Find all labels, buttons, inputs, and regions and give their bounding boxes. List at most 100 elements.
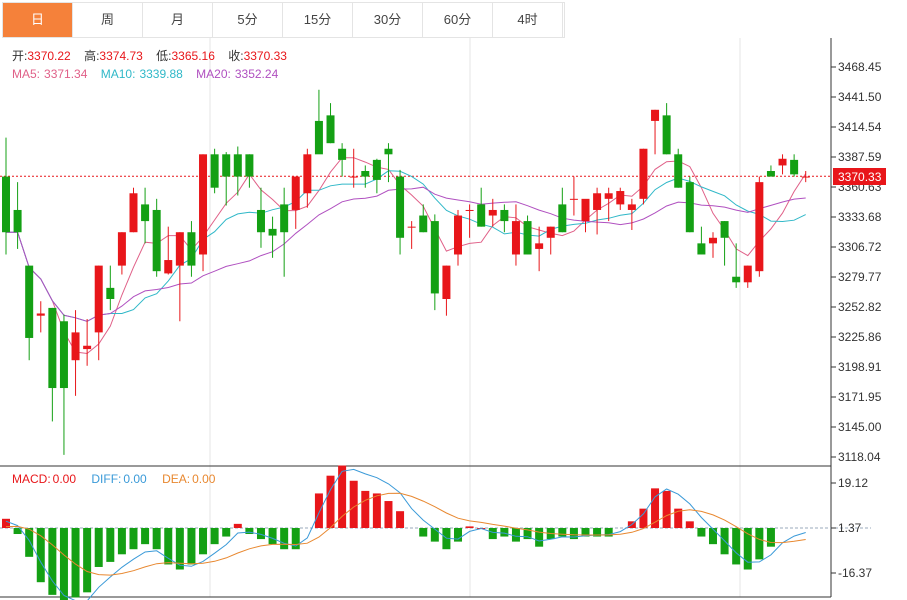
candle-body xyxy=(175,232,184,266)
macd-bar xyxy=(581,528,590,537)
macd-bar xyxy=(117,528,126,555)
tab-5[interactable]: 30分 xyxy=(353,3,423,37)
tab-3[interactable]: 5分 xyxy=(213,3,283,37)
ma10-line xyxy=(6,170,806,322)
y-tick-label: 3441.50 xyxy=(838,90,882,104)
candle-body xyxy=(720,221,729,238)
macd-bar xyxy=(222,528,231,537)
macd-bar xyxy=(743,528,752,570)
candle-body xyxy=(372,159,381,180)
candle-body xyxy=(546,226,555,238)
candle-body xyxy=(454,215,463,255)
candle-body xyxy=(36,313,45,316)
candle-body xyxy=(616,191,625,205)
macd-bar xyxy=(500,528,509,537)
tab-7[interactable]: 4时 xyxy=(493,3,563,37)
macd-bar xyxy=(558,528,567,537)
candle-body xyxy=(314,120,323,155)
macd-bar xyxy=(268,528,277,545)
candle-body xyxy=(25,265,34,338)
candle-body xyxy=(245,154,254,177)
candle-body xyxy=(477,204,486,227)
moving-averages xyxy=(6,157,807,355)
macd-bar xyxy=(141,528,150,545)
candle-body xyxy=(488,209,497,216)
macd-bar xyxy=(48,528,57,595)
candle-body xyxy=(117,232,126,266)
macd-bar xyxy=(94,528,103,567)
macd-bar xyxy=(465,526,474,528)
macd-bar xyxy=(175,528,184,570)
tab-6[interactable]: 60分 xyxy=(423,3,493,37)
tab-2[interactable]: 月 xyxy=(143,3,213,37)
y-tick-label: 3468.45 xyxy=(838,60,882,74)
candle-body xyxy=(430,221,439,294)
candle-body xyxy=(361,171,370,177)
candle-body xyxy=(523,221,532,255)
candle-body xyxy=(674,154,683,188)
macd-bar xyxy=(732,528,741,565)
macd-y-tick-label: 19.12 xyxy=(838,476,868,490)
candle-body xyxy=(164,260,173,274)
macd-bar xyxy=(338,465,347,528)
y-tick-label: 3414.54 xyxy=(838,120,882,134)
candle-body xyxy=(152,209,161,272)
candle-body xyxy=(558,204,567,233)
candle-body xyxy=(280,204,289,233)
candle-body xyxy=(535,243,544,249)
macd-bar xyxy=(708,528,717,545)
candle-body xyxy=(766,171,775,177)
candle-body xyxy=(407,226,416,228)
ma-legend: MA5: 3371.34 MA10: 3339.88 MA20: 3352.24 xyxy=(12,67,279,81)
candle-body xyxy=(291,176,300,210)
macd-bar xyxy=(256,528,265,540)
macd-bar xyxy=(25,528,34,557)
candle-body xyxy=(442,265,451,300)
candle-body xyxy=(2,176,10,233)
macd-bar xyxy=(639,508,648,528)
dea-line xyxy=(5,492,806,576)
y-tick-label: 3306.72 xyxy=(838,240,882,254)
y-tick-label: 3279.77 xyxy=(838,270,882,284)
y-tick-label: 3387.59 xyxy=(838,150,882,164)
macd-bar xyxy=(349,480,358,528)
macd-bar xyxy=(245,528,254,535)
candle-body xyxy=(755,182,764,272)
candle-body xyxy=(303,154,312,194)
tab-0[interactable]: 日 xyxy=(3,3,73,37)
candle-body xyxy=(106,287,115,300)
candle-body xyxy=(708,237,717,244)
candle-body xyxy=(187,232,196,266)
macd-y-tick-label: 1.37 xyxy=(838,521,862,535)
macd-legend: MACD: 0.00 DIFF: 0.00 DEA: 0.00 xyxy=(12,472,216,486)
candle-body xyxy=(465,209,474,211)
candle-body xyxy=(639,148,648,199)
candle-body xyxy=(94,265,103,333)
macd-bar xyxy=(233,523,242,528)
candle-body xyxy=(326,115,335,144)
y-tick-label: 3145.00 xyxy=(838,420,882,434)
candle-body xyxy=(268,228,277,236)
candle-body xyxy=(129,193,138,233)
macd-bar xyxy=(59,528,68,600)
candle-body xyxy=(697,243,706,255)
macd-panel xyxy=(0,465,871,600)
macd-bar xyxy=(372,493,381,528)
macd-bar xyxy=(152,528,161,550)
macd-bar xyxy=(685,521,694,528)
macd-bar xyxy=(199,528,208,555)
tab-1[interactable]: 周 xyxy=(73,3,143,37)
ma20-line xyxy=(6,186,806,322)
candle-body xyxy=(396,176,405,238)
candle-body xyxy=(338,148,347,160)
candles xyxy=(2,89,810,455)
tab-4[interactable]: 15分 xyxy=(283,3,353,37)
candle-body xyxy=(581,198,590,222)
candle-body xyxy=(349,176,358,178)
macd-bar xyxy=(523,528,532,540)
period-tabs: 日周月 5分 15分 30分 60分 4时 xyxy=(2,2,565,38)
macd-bar xyxy=(697,528,706,537)
macd-bar xyxy=(129,528,138,550)
macd-bar xyxy=(314,493,323,528)
